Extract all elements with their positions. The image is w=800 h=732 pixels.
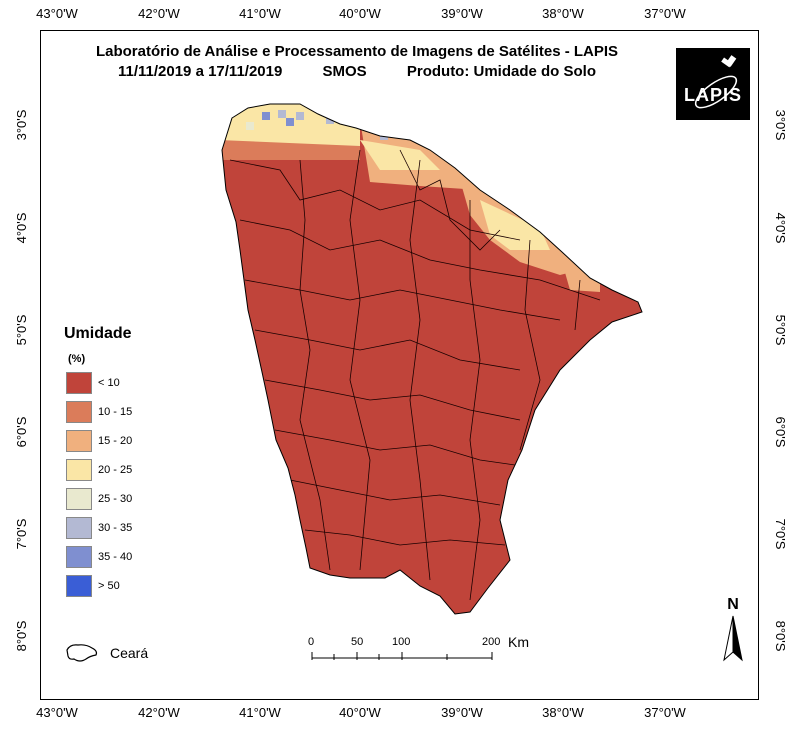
legend-item: 20 - 25	[66, 459, 132, 481]
lon-label: 39°0'W	[441, 705, 483, 720]
legend-swatch	[66, 372, 92, 394]
legend-item: 35 - 40	[66, 546, 132, 568]
legend-label: > 50	[98, 580, 120, 592]
scale-tick-label: 100	[392, 636, 411, 648]
legend-label: 10 - 15	[98, 406, 133, 418]
lon-label: 38°0'W	[542, 6, 584, 21]
north-label: N	[727, 596, 739, 613]
state-outline-icon	[66, 644, 98, 662]
municipal-boundaries	[229, 149, 601, 601]
scale-tick-label: 50	[351, 636, 364, 648]
legend-swatch	[66, 575, 92, 597]
lon-label: 40°0'W	[339, 705, 381, 720]
lon-label: 43°0'W	[36, 705, 78, 720]
lon-label: 37°0'W	[644, 6, 686, 21]
legend-label: < 10	[98, 377, 120, 389]
legend-swatch	[66, 430, 92, 452]
legend-item: 10 - 15	[66, 401, 132, 423]
lapis-logo: LAPIS	[676, 48, 750, 120]
sensor-text: SMOS	[322, 63, 367, 80]
scale-bar-graphic	[311, 652, 493, 660]
scale-bar: 0 50 100 200 Km	[306, 634, 546, 671]
legend-item: > 50	[66, 575, 120, 597]
legend-label: 25 - 30	[98, 493, 133, 505]
legend-item: < 10	[66, 372, 120, 394]
scale-unit: Km	[508, 634, 529, 650]
state-legend-label: Ceará	[110, 645, 149, 661]
legend-unit: (%)	[68, 353, 86, 365]
legend-swatch	[66, 517, 92, 539]
title-line: Laboratório de Análise e Processamento d…	[95, 43, 619, 60]
legend-swatch	[66, 459, 92, 481]
legend-item: 15 - 20	[66, 430, 132, 452]
scale-tick-label: 0	[308, 636, 315, 648]
legend-swatch	[66, 546, 92, 568]
north-arrow-icon	[723, 615, 743, 662]
legend-label: 20 - 25	[98, 464, 133, 476]
period-text: 11/11/2019 a 17/11/2019	[117, 63, 283, 80]
state-legend: Ceará	[64, 642, 148, 664]
title-subline: 11/11/2019 a 17/11/2019 SMOS Produto: Um…	[62, 62, 652, 82]
legend-swatch	[66, 401, 92, 423]
legend-swatch	[66, 488, 92, 510]
logo-text: LAPIS	[683, 85, 742, 105]
legend-title: Umidade	[64, 325, 132, 342]
lon-label: 39°0'W	[441, 6, 483, 21]
lon-label: 40°0'W	[339, 6, 381, 21]
product-text: Produto: Umidade do Solo	[406, 63, 597, 80]
lon-label: 38°0'W	[542, 705, 584, 720]
lon-label: 42°0'W	[138, 705, 180, 720]
legend-label: 15 - 20	[98, 435, 133, 447]
north-arrow: N	[716, 596, 750, 669]
lon-label: 41°0'W	[239, 705, 281, 720]
lon-label: 42°0'W	[138, 6, 180, 21]
lon-label: 43°0'W	[36, 6, 78, 21]
legend-label: 35 - 40	[98, 551, 133, 563]
satellite-icon	[694, 55, 738, 109]
legend-label: 30 - 35	[98, 522, 133, 534]
legend-item: 25 - 30	[66, 488, 132, 510]
scale-tick-label: 200	[482, 636, 501, 648]
lon-label: 41°0'W	[239, 6, 281, 21]
lon-label: 37°0'W	[644, 705, 686, 720]
map-title: Laboratório de Análise e Processamento d…	[62, 42, 652, 82]
legend-item: 30 - 35	[66, 517, 132, 539]
ceara-outline	[221, 103, 643, 615]
